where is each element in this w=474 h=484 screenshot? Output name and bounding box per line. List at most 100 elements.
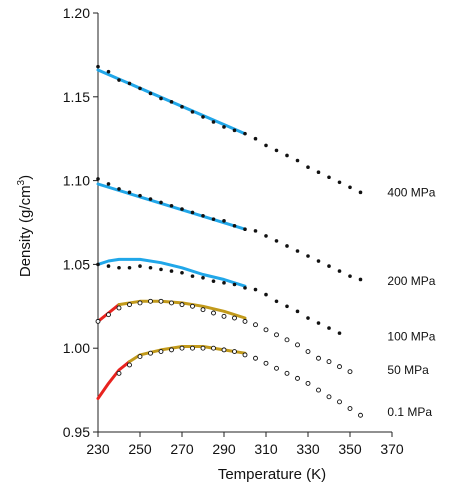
data-point-100-mpa [159,267,163,272]
data-point-400-mpa [243,131,247,136]
data-point-400-mpa [127,81,132,86]
data-point-0-1-mpa [221,347,227,353]
data-point-0-1-mpa [232,349,237,355]
data-point-50-mpa [190,303,195,309]
data-point-0-1-mpa [190,345,195,351]
data-point-100-mpa [253,287,258,292]
data-point-0-1-mpa [263,360,269,366]
data-point-100-mpa [232,282,237,287]
series-label-400-mpa: 400 MPa [387,185,435,199]
data-point-50-mpa [284,337,290,343]
data-point-200-mpa [306,254,310,258]
data-point-0-1-mpa [316,387,321,393]
x-tick-label: 310 [254,441,278,457]
data-point-200-mpa [348,274,352,278]
data-point-100-mpa [138,264,142,268]
y-tick-label: 1.20 [63,5,90,21]
model-line-0-1-mpa-red [96,360,131,400]
data-point-50-mpa [347,369,353,375]
x-tick-label: 250 [128,441,152,457]
data-point-50-mpa [337,364,342,370]
data-point-50-mpa [158,298,164,304]
data-point-0-1-mpa [274,365,279,371]
data-point-400-mpa [358,190,363,195]
data-point-100-mpa [201,276,205,280]
y-tick-label: 1.05 [63,256,90,272]
data-point-400-mpa [232,128,237,133]
data-point-100-mpa [337,331,342,335]
data-point-400-mpa [138,86,142,91]
data-point-400-mpa [190,110,195,114]
data-point-200-mpa [285,244,289,248]
data-point-100-mpa [222,281,226,285]
data-point-50-mpa [116,305,122,311]
data-point-100-mpa [306,316,310,320]
series-labels: 400 MPa 200 MPa 100 MPa 50 MPa 0.1 MPa [387,185,435,419]
data-point-100-mpa [117,265,121,270]
x-tick-label: 230 [86,441,110,457]
series-label-50-mpa: 50 MPa [387,363,429,377]
data-point-0-1-mpa [358,412,363,418]
x-tick-group: 230 250 270 290 310 330 350 370 [86,432,404,457]
data-point-200-mpa [96,177,100,181]
data-point-200-mpa [274,239,279,243]
data-point-200-mpa [222,219,226,223]
data-point-0-1-mpa [169,347,174,353]
data-point-100-mpa [316,321,321,325]
data-point-50-mpa [305,349,311,355]
series-label-0-1-mpa: 0.1 MPa [387,405,432,419]
data-point-400-mpa [274,148,279,153]
data-point-50-mpa [148,298,153,304]
data-point-0-1-mpa [326,394,332,400]
data-point-50-mpa [221,313,227,319]
data-point-400-mpa [348,185,352,190]
data-point-0-1-mpa [284,370,290,376]
data-point-50-mpa [274,332,279,338]
data-point-400-mpa [337,180,342,185]
data-point-100-mpa [127,265,132,270]
data-point-400-mpa [211,120,216,124]
data-point-50-mpa [127,302,132,308]
model-line-0-1-mpa-gold [128,345,247,364]
data-point-0-1-mpa [305,380,311,386]
data-point-50-mpa [106,312,111,318]
data-point-50-mpa [211,310,216,316]
data-point-0-1-mpa [200,345,206,351]
x-tick-label: 370 [380,441,404,457]
data-point-100-mpa [169,269,174,273]
data-point-100-mpa [285,304,289,309]
data-point-0-1-mpa [347,406,353,411]
data-point-200-mpa [327,264,331,268]
data-point-0-1-mpa [179,345,185,351]
data-point-200-mpa [337,269,342,273]
data-point-0-1-mpa [127,362,132,368]
data-point-200-mpa [159,200,163,205]
data-point-200-mpa [295,249,300,253]
y-axis-title-superscript: 3 [16,179,27,185]
data-point-100-mpa [148,265,153,270]
data-point-200-mpa [117,187,121,191]
data-point-200-mpa [169,203,174,208]
data-point-200-mpa [358,277,363,282]
data-point-50-mpa [200,307,206,313]
data-point-200-mpa [264,234,268,238]
axes [97,13,392,433]
data-point-200-mpa [211,217,216,221]
y-axis-title-close: ) [17,175,34,180]
data-point-0-1-mpa [242,352,248,358]
data-point-400-mpa [306,165,310,169]
data-point-200-mpa [180,207,184,211]
data-point-50-mpa [232,315,237,321]
data-point-0-1-mpa [148,350,153,356]
data-point-100-mpa [327,326,331,330]
data-point-400-mpa [201,115,205,119]
y-tick-label: 0.95 [63,424,90,440]
data-point-400-mpa [316,170,321,175]
data-point-0-1-mpa [116,370,122,376]
data-point-100-mpa [96,262,100,267]
x-tick-label: 350 [338,441,362,457]
data-point-400-mpa [327,175,331,180]
data-point-50-mpa [242,318,248,324]
data-point-100-mpa [274,299,279,304]
x-tick-label: 290 [212,441,236,457]
